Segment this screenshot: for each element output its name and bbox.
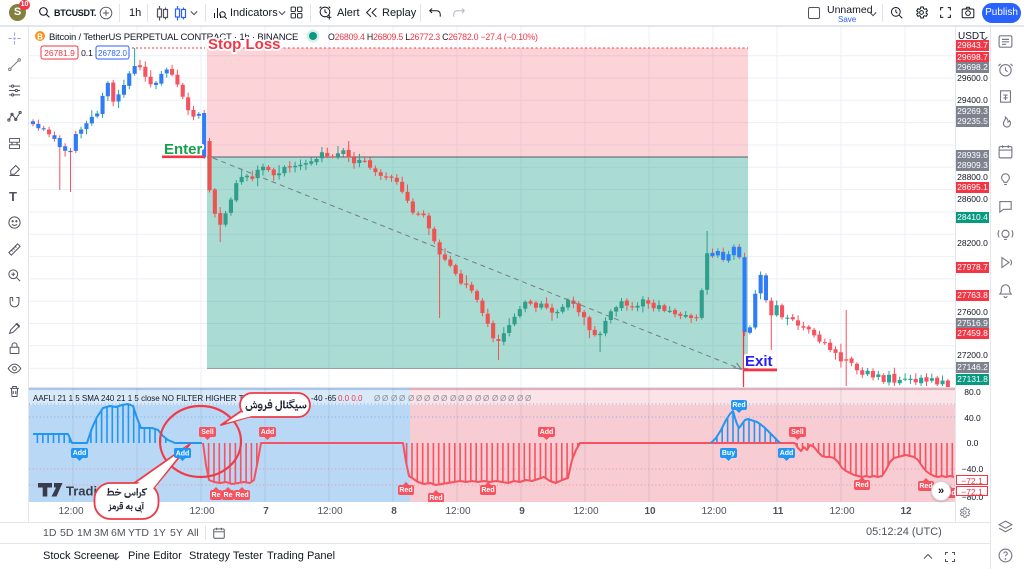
svg-text:Add: Add: [540, 429, 554, 436]
svg-text:Ø: Ø: [399, 394, 405, 403]
svg-text:Red: Red: [919, 483, 932, 490]
svg-text:Red: Red: [481, 487, 494, 494]
svg-text:O26809.4 H26809.5 L26772.3 C26: O26809.4 H26809.5 L26772.3 C26782.0 −27.…: [328, 32, 538, 42]
svg-text:Red: Red: [732, 402, 745, 409]
svg-text:Ø: Ø: [391, 394, 397, 403]
svg-text:Red: Red: [235, 492, 248, 499]
svg-text:Ø: Ø: [416, 394, 422, 403]
svg-text:Ø: Ø: [424, 394, 430, 403]
svg-text:Ø: Ø: [374, 394, 380, 403]
svg-text:26782.0: 26782.0: [98, 49, 127, 58]
svg-text:Stop Loss: Stop Loss: [208, 36, 281, 53]
svg-text:Ø: Ø: [458, 394, 464, 403]
svg-text:Buy: Buy: [722, 450, 735, 457]
svg-text:Red: Red: [399, 487, 412, 494]
svg-text:Ø: Ø: [483, 394, 489, 403]
svg-text:Add: Add: [261, 429, 275, 436]
svg-text:Ø: Ø: [382, 394, 388, 403]
svg-text:Red: Red: [855, 482, 868, 489]
svg-text:Ø: Ø: [508, 394, 514, 403]
svg-text:B: B: [37, 33, 43, 42]
svg-text:Red: Red: [429, 495, 442, 502]
svg-text:Ø: Ø: [492, 394, 498, 403]
svg-text:-40 -65: -40 -65: [311, 394, 337, 403]
svg-text:Enter: Enter: [164, 141, 203, 158]
svg-text:Ø: Ø: [441, 394, 447, 403]
svg-text:Bitcoin / TetherUS PERPETUAL C: Bitcoin / TetherUS PERPETUAL CONTRACT · …: [49, 32, 298, 43]
svg-text:Ø: Ø: [475, 394, 481, 403]
svg-text:Ø: Ø: [408, 394, 414, 403]
svg-text:Ø: Ø: [500, 394, 506, 403]
svg-text:26781.9: 26781.9: [44, 48, 75, 58]
svg-text:Re: Re: [212, 492, 221, 499]
svg-text:Exit: Exit: [745, 353, 773, 370]
svg-text:Ø: Ø: [450, 394, 456, 403]
svg-text:Re: Re: [224, 492, 233, 499]
svg-text:0.1: 0.1: [81, 48, 93, 58]
svg-text:Add: Add: [780, 450, 794, 457]
svg-text:0.0 0.0: 0.0 0.0: [338, 394, 363, 403]
svg-text:Add: Add: [73, 450, 87, 457]
svg-text:Sell: Sell: [201, 429, 214, 436]
svg-text:AAFLI 21 1 5 SMA 240 21 1 5 cl: AAFLI 21 1 5 SMA 240 21 1 5 close NO FIL…: [33, 394, 271, 403]
svg-text:Add: Add: [176, 451, 190, 458]
svg-text:Ø: Ø: [433, 394, 439, 403]
svg-text:Ø: Ø: [517, 394, 523, 403]
svg-text:Ø: Ø: [525, 394, 531, 403]
svg-text:Sell: Sell: [791, 429, 804, 436]
svg-text:Ø: Ø: [466, 394, 472, 403]
